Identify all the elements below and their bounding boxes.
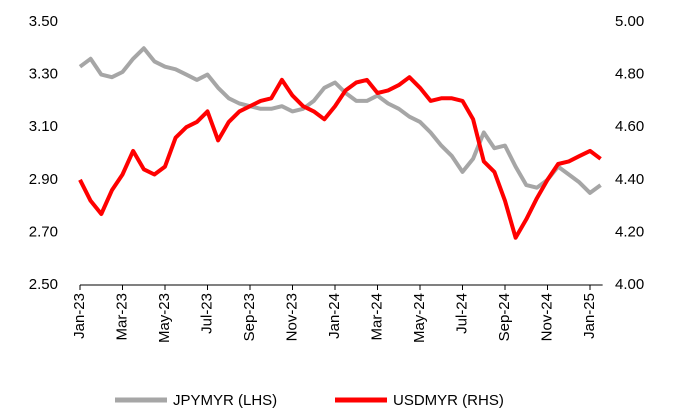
y2-tick-label: 4.60 — [615, 118, 644, 135]
y2-tick-label: 4.00 — [615, 276, 644, 293]
x-tick-label: May-23 — [156, 293, 173, 343]
y2-tick-label: 4.80 — [615, 66, 644, 83]
x-tick-label: Sep-23 — [241, 293, 258, 341]
x-tick-label: Mar-24 — [368, 293, 385, 341]
y-tick-label: 3.10 — [29, 118, 58, 135]
x-tick-label: Jan-24 — [326, 293, 343, 339]
y-tick-label: 2.70 — [29, 223, 58, 240]
x-tick-label: Jan-25 — [581, 293, 598, 339]
y2-tick-label: 5.00 — [615, 13, 644, 30]
x-tick-label: Sep-24 — [496, 293, 513, 341]
y2-tick-label: 4.20 — [615, 223, 644, 240]
x-tick-label: Nov-24 — [538, 293, 555, 341]
y-tick-label: 3.30 — [29, 66, 58, 83]
series-line — [78, 46, 602, 195]
series-line — [78, 75, 602, 240]
x-tick-label: May-24 — [411, 293, 428, 343]
y2-tick-label: 4.40 — [615, 171, 644, 188]
x-tick-label: Jan-23 — [71, 293, 88, 339]
x-tick-label: Nov-23 — [283, 293, 300, 341]
legend-label: USDMYR (RHS) — [393, 392, 504, 409]
legend-label: JPYMYR (LHS) — [173, 392, 277, 409]
x-tick-label: Mar-23 — [113, 293, 130, 341]
y-tick-label: 2.50 — [29, 276, 58, 293]
y-tick-label: 3.50 — [29, 13, 58, 30]
y-tick-label: 2.90 — [29, 171, 58, 188]
x-tick-label: Jul-23 — [198, 293, 215, 334]
x-tick-label: Jul-24 — [453, 293, 470, 334]
